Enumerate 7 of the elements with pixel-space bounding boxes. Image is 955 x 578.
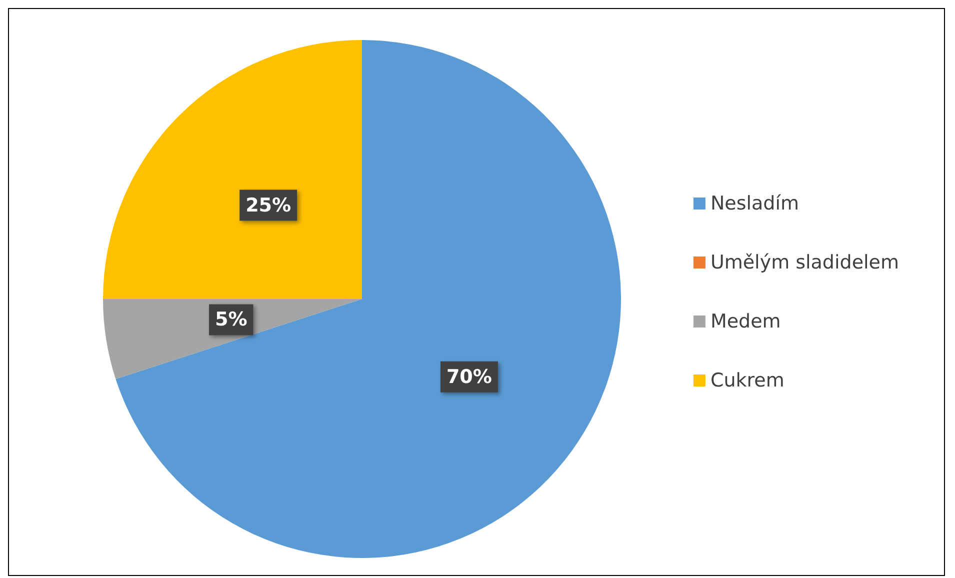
- data-label: 25%: [246, 194, 292, 216]
- legend-label: Medem: [710, 310, 781, 332]
- legend-label: Cukrem: [710, 370, 784, 392]
- data-label: 70%: [446, 366, 492, 388]
- legend-label: Nesladím: [710, 192, 800, 214]
- legend-label: Umělým sladidelem: [710, 252, 899, 274]
- data-label: 5%: [215, 308, 248, 331]
